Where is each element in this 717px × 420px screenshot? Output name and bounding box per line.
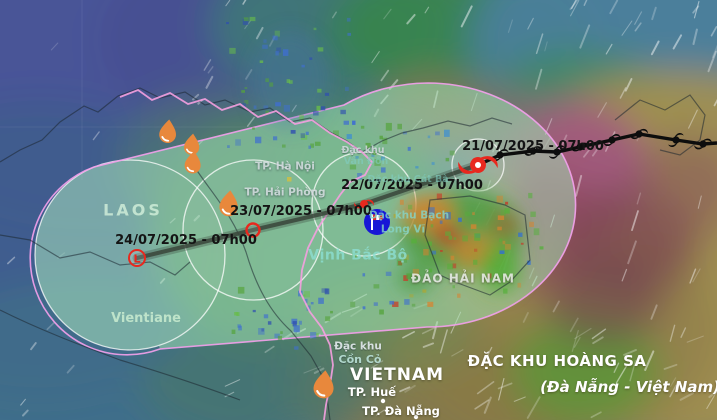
past-track [477,126,717,167]
forecast-track-line [132,160,483,263]
storm-position-marker-23-07[interactable] [245,222,261,238]
windsock-station-marker[interactable] [364,209,390,235]
vietnam-border-highlight [119,88,374,420]
radar-precipitation [226,16,544,350]
storm-position-marker-24-07[interactable]: L [128,249,146,267]
city-dots [287,177,419,420]
storm-position-marker-21-07[interactable] [455,144,501,186]
country-borders [0,87,706,420]
low-pressure-L-label: L [133,253,140,266]
forecast-cone-outline [29,82,577,356]
